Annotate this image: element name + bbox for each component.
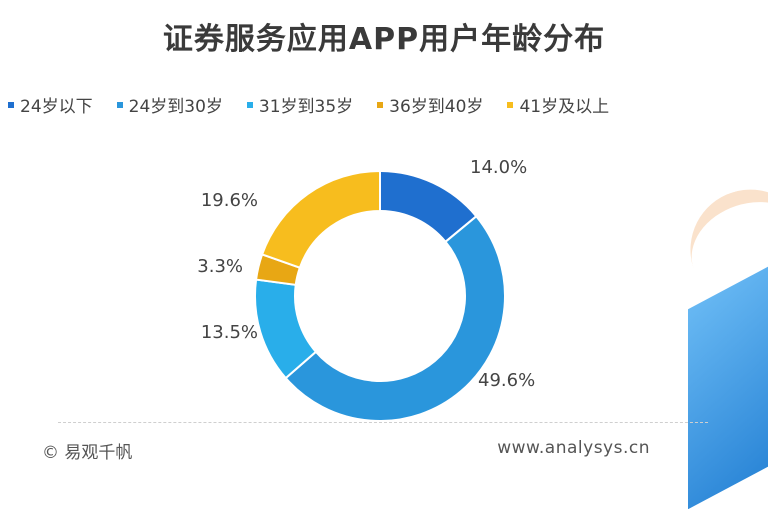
slice-data-label: 13.5% (201, 322, 258, 343)
slice-data-label: 49.6% (478, 370, 535, 391)
legend-label: 41岁及以上 (519, 97, 610, 117)
legend-label: 36岁到40岁 (389, 97, 484, 117)
donut-slice (284, 214, 506, 422)
legend-marker (377, 101, 384, 108)
donut-slice (260, 169, 381, 269)
slice-data-label: 19.6% (201, 190, 258, 211)
legend-label: 24岁以下 (20, 97, 93, 117)
legend-item: 24岁以下 (8, 92, 93, 117)
legend-marker (116, 101, 123, 108)
footer-divider (58, 422, 708, 423)
chart-legend: 24岁以下 24岁到30岁 31岁到35岁 36岁到40岁 41岁及以上 (8, 92, 768, 117)
legend-item: 31岁到35岁 (246, 92, 354, 117)
legend-marker (246, 101, 253, 108)
donut-chart: 14.0% 49.6% 13.5% 3.3% 19.6% (197, 157, 535, 422)
chart-title: 证券服务应用APP用户年龄分布 (162, 22, 606, 57)
legend-marker (8, 101, 14, 108)
legend-item: 24岁到30岁 (116, 92, 223, 117)
slice-data-label: 14.0% (470, 157, 527, 178)
legend-marker (507, 101, 514, 108)
slice-data-label: 3.3% (197, 256, 243, 277)
footer-url: www.analysys.cn (497, 438, 650, 458)
footer-copyright: © 易观千帆 (42, 443, 133, 463)
legend-item: 36岁到40岁 (377, 92, 483, 117)
legend-label: 24岁到30岁 (128, 97, 223, 117)
legend-item: 41岁及以上 (507, 92, 609, 117)
legend-label: 31岁到35岁 (258, 97, 354, 117)
